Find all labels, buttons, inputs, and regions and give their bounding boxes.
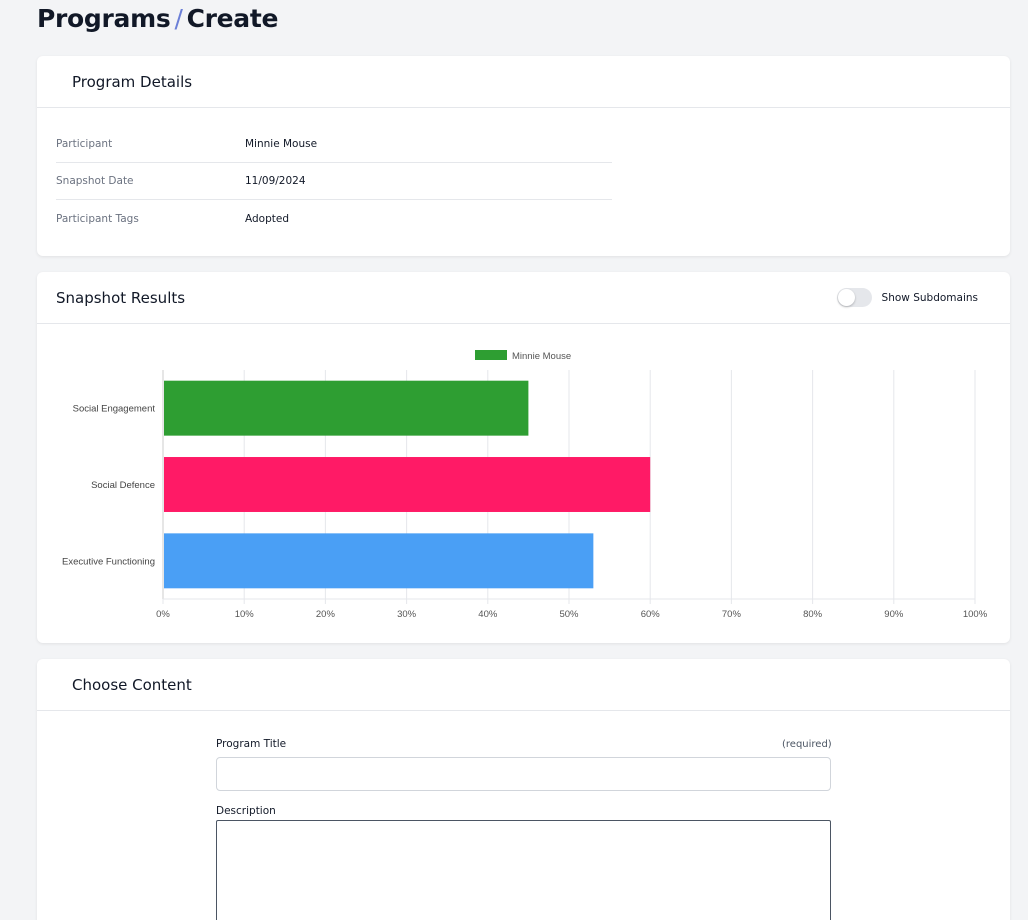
program-title-label: Program Title: [216, 738, 287, 750]
snapshot-results-title: Snapshot Results: [56, 288, 186, 307]
x-tick-label: 60%: [641, 609, 661, 620]
legend-label: Minnie Mouse: [512, 351, 571, 362]
program-title-input[interactable]: [216, 757, 831, 791]
x-tick-label: 10%: [235, 609, 255, 620]
detail-label: Participant Tags: [56, 212, 139, 225]
page-title: Programs / Create: [37, 4, 278, 33]
bar-social-defence: [164, 457, 651, 512]
program-details-header: Program Details: [37, 56, 1010, 108]
choose-content-card: Choose Content Program Title (required) …: [37, 659, 1010, 920]
detail-label: Snapshot Date: [56, 175, 134, 187]
detail-value: Adopted: [245, 212, 289, 225]
x-tick-label: 0%: [156, 609, 170, 620]
breadcrumb-section: Programs: [37, 4, 171, 33]
program-details-card: Program Details Participant Minnie Mouse…: [37, 56, 1010, 256]
bar-executive-functioning: [164, 533, 594, 589]
breadcrumb-separator: /: [174, 4, 183, 33]
snapshot-chart: 0% 10% 20% 30% 40% 50% 60% 70% 80% 90% 100% Social …: [62, 350, 988, 620]
x-tick-label: 30%: [397, 609, 417, 620]
bar-social-engagement: [164, 380, 529, 436]
subdomains-toggle-wrap: Show Subdomains: [836, 288, 978, 307]
y-tick-label: Executive Functioning: [62, 556, 155, 567]
detail-label: Participant: [56, 138, 113, 150]
x-tick-label: 40%: [478, 609, 498, 620]
x-tick-label: 80%: [803, 609, 823, 620]
x-tick-label: 70%: [722, 609, 742, 620]
snapshot-results-card: Snapshot Results Show Subdomains 0% 10% 20…: [37, 272, 1010, 643]
toggle-knob: [837, 289, 855, 306]
choose-content-header: Choose Content: [37, 659, 1010, 711]
required-label: (required): [782, 739, 832, 750]
show-subdomains-toggle[interactable]: [836, 288, 872, 307]
x-tick-label: 100%: [963, 609, 988, 620]
description-label: Description: [216, 805, 276, 817]
x-tick-label: 90%: [884, 609, 904, 620]
detail-value: 11/09/2024: [245, 175, 306, 187]
y-tick-label: Social Defence: [91, 480, 155, 491]
detail-row-snapshot-date: Snapshot Date 11/09/2024: [56, 163, 612, 200]
detail-value: Minnie Mouse: [245, 138, 318, 150]
x-tick-label: 20%: [316, 609, 336, 620]
x-tick-label: 50%: [559, 609, 579, 620]
breadcrumb-page: Create: [186, 4, 279, 33]
detail-row-participant: Participant Minnie Mouse: [56, 126, 612, 163]
description-textarea[interactable]: [216, 820, 831, 920]
y-tick-label: Social Engagement: [73, 404, 156, 415]
detail-row-participant-tags: Participant Tags Adopted: [56, 200, 612, 237]
show-subdomains-label: Show Subdomains: [881, 291, 978, 304]
legend-swatch: [475, 350, 507, 360]
snapshot-results-header: Snapshot Results Show Subdomains: [37, 272, 1010, 324]
